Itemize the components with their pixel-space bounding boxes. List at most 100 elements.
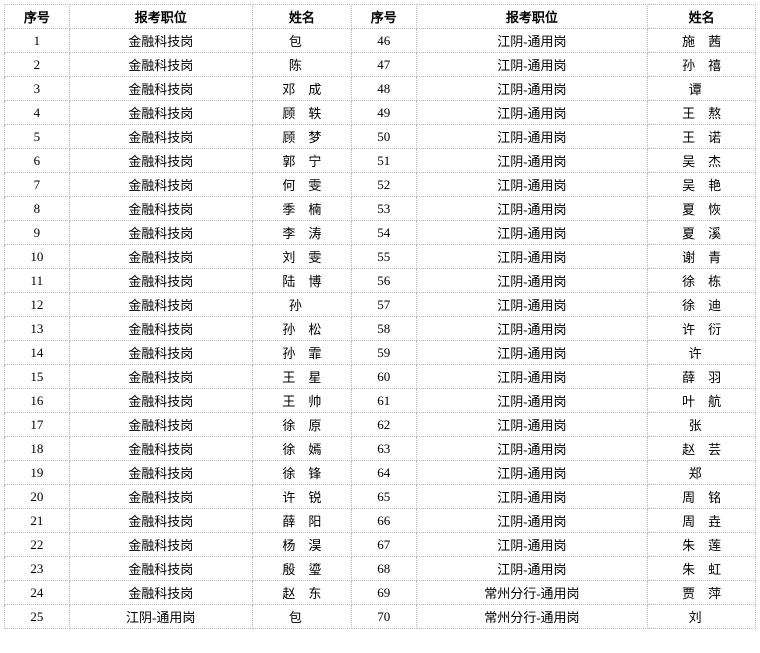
- cell-seq1: 1: [5, 29, 70, 53]
- cell-name2: 许: [648, 341, 756, 365]
- cell-name2: 叶 航: [648, 389, 756, 413]
- cell-name2: 郑: [648, 461, 756, 485]
- cell-name2: 夏 恢: [648, 197, 756, 221]
- cell-name1: 刘 雯: [252, 245, 351, 269]
- cell-seq1: 24: [5, 581, 70, 605]
- cell-pos1: 金融科技岗: [69, 53, 252, 77]
- cell-pos1: 金融科技岗: [69, 437, 252, 461]
- cell-pos1: 金融科技岗: [69, 149, 252, 173]
- cell-seq2: 59: [351, 341, 416, 365]
- cell-seq1: 20: [5, 485, 70, 509]
- table-row: 17金融科技岗徐 原62江阴-通用岗张: [5, 413, 756, 437]
- cell-pos2: 江阴-通用岗: [416, 557, 648, 581]
- table-body: 1金融科技岗包 46江阴-通用岗施 茜2金融科技岗陈 47江阴-通用岗孙 禧3金…: [5, 29, 756, 629]
- cell-name1: 郭 宁: [252, 149, 351, 173]
- cell-name2: 周 铭: [648, 485, 756, 509]
- cell-name1: 陈: [252, 53, 351, 77]
- table-row: 6金融科技岗郭 宁51江阴-通用岗吴 杰: [5, 149, 756, 173]
- cell-pos1: 金融科技岗: [69, 413, 252, 437]
- table-row: 11金融科技岗陆 博56江阴-通用岗徐 栋: [5, 269, 756, 293]
- table-row: 18金融科技岗徐 嫣63江阴-通用岗赵 芸: [5, 437, 756, 461]
- cell-name2: 赵 芸: [648, 437, 756, 461]
- cell-name1: 王 星: [252, 365, 351, 389]
- cell-pos1: 金融科技岗: [69, 317, 252, 341]
- table-row: 5金融科技岗顾 梦50江阴-通用岗王 诺: [5, 125, 756, 149]
- table-row: 15金融科技岗王 星60江阴-通用岗薛 羽: [5, 365, 756, 389]
- cell-pos2: 江阴-通用岗: [416, 461, 648, 485]
- cell-name2: 吴 艳: [648, 173, 756, 197]
- cell-name2: 朱 莲: [648, 533, 756, 557]
- cell-seq2: 57: [351, 293, 416, 317]
- cell-pos2: 江阴-通用岗: [416, 197, 648, 221]
- header-row: 序号 报考职位 姓名 序号 报考职位 姓名: [5, 5, 756, 29]
- cell-seq1: 16: [5, 389, 70, 413]
- cell-seq1: 12: [5, 293, 70, 317]
- cell-name1: 邓 成: [252, 77, 351, 101]
- table-row: 20金融科技岗许 锐65江阴-通用岗周 铭: [5, 485, 756, 509]
- cell-name1: 孙: [252, 293, 351, 317]
- cell-seq1: 23: [5, 557, 70, 581]
- cell-seq1: 9: [5, 221, 70, 245]
- cell-seq1: 22: [5, 533, 70, 557]
- table-row: 22金融科技岗杨 淏67江阴-通用岗朱 莲: [5, 533, 756, 557]
- cell-name2: 王 诺: [648, 125, 756, 149]
- cell-name2: 朱 虹: [648, 557, 756, 581]
- table-row: 16金融科技岗王 帅61江阴-通用岗叶 航: [5, 389, 756, 413]
- cell-seq2: 51: [351, 149, 416, 173]
- cell-seq1: 21: [5, 509, 70, 533]
- cell-pos1: 金融科技岗: [69, 341, 252, 365]
- cell-name2: 孙 禧: [648, 53, 756, 77]
- cell-pos2: 江阴-通用岗: [416, 173, 648, 197]
- cell-seq2: 68: [351, 557, 416, 581]
- table-row: 21金融科技岗薛 阳66江阴-通用岗周 垚: [5, 509, 756, 533]
- table-row: 1金融科技岗包 46江阴-通用岗施 茜: [5, 29, 756, 53]
- cell-pos1: 金融科技岗: [69, 461, 252, 485]
- cell-pos1: 金融科技岗: [69, 581, 252, 605]
- cell-pos2: 江阴-通用岗: [416, 389, 648, 413]
- table-row: 24金融科技岗赵 东69常州分行-通用岗贾 萍: [5, 581, 756, 605]
- table-row: 13金融科技岗孙 松58江阴-通用岗许 衍: [5, 317, 756, 341]
- cell-name2: 许 衍: [648, 317, 756, 341]
- cell-name1: 赵 东: [252, 581, 351, 605]
- cell-name2: 施 茜: [648, 29, 756, 53]
- cell-pos2: 江阴-通用岗: [416, 149, 648, 173]
- cell-seq1: 4: [5, 101, 70, 125]
- table-row: 2金融科技岗陈 47江阴-通用岗孙 禧: [5, 53, 756, 77]
- table-row: 4金融科技岗顾 轶49江阴-通用岗王 熬: [5, 101, 756, 125]
- table-row: 14金融科技岗孙 霏59江阴-通用岗许: [5, 341, 756, 365]
- cell-seq2: 50: [351, 125, 416, 149]
- cell-seq1: 19: [5, 461, 70, 485]
- cell-pos1: 金融科技岗: [69, 101, 252, 125]
- cell-pos2: 江阴-通用岗: [416, 509, 648, 533]
- cell-seq2: 48: [351, 77, 416, 101]
- cell-pos1: 金融科技岗: [69, 269, 252, 293]
- cell-name1: 王 帅: [252, 389, 351, 413]
- cell-pos2: 江阴-通用岗: [416, 53, 648, 77]
- cell-seq1: 6: [5, 149, 70, 173]
- cell-pos2: 江阴-通用岗: [416, 485, 648, 509]
- cell-name2: 张: [648, 413, 756, 437]
- cell-seq1: 8: [5, 197, 70, 221]
- cell-pos2: 常州分行-通用岗: [416, 581, 648, 605]
- cell-pos2: 江阴-通用岗: [416, 245, 648, 269]
- table-row: 25江阴-通用岗包 70常州分行-通用岗刘: [5, 605, 756, 629]
- cell-name2: 薛 羽: [648, 365, 756, 389]
- cell-pos1: 金融科技岗: [69, 125, 252, 149]
- cell-name1: 孙 松: [252, 317, 351, 341]
- cell-seq2: 63: [351, 437, 416, 461]
- cell-name1: 包: [252, 605, 351, 629]
- cell-seq1: 13: [5, 317, 70, 341]
- cell-pos2: 江阴-通用岗: [416, 125, 648, 149]
- cell-name1: 孙 霏: [252, 341, 351, 365]
- cell-pos1: 金融科技岗: [69, 557, 252, 581]
- cell-seq2: 53: [351, 197, 416, 221]
- cell-name1: 顾 梦: [252, 125, 351, 149]
- cell-pos2: 江阴-通用岗: [416, 101, 648, 125]
- cell-name2: 贾 萍: [648, 581, 756, 605]
- cell-seq2: 70: [351, 605, 416, 629]
- cell-pos2: 江阴-通用岗: [416, 77, 648, 101]
- table-row: 19金融科技岗徐 锋64江阴-通用岗郑: [5, 461, 756, 485]
- cell-name1: 徐 锋: [252, 461, 351, 485]
- header-seq2: 序号: [351, 5, 416, 29]
- cell-seq1: 3: [5, 77, 70, 101]
